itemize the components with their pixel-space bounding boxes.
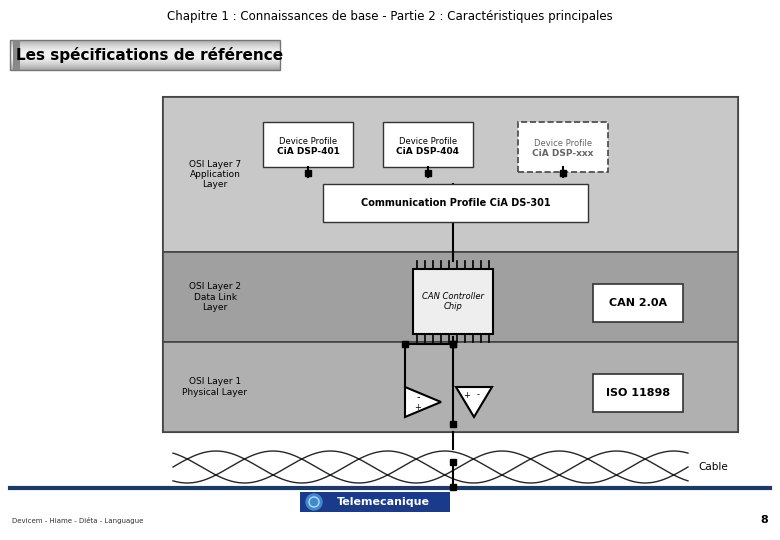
Bar [263,122,353,167]
Text: -: - [477,390,480,400]
Text: Telemecanique: Telemecanique [336,497,430,507]
Text: Chapitre 1 : Connaissances de base - Partie 2 : Caractéristiques principales: Chapitre 1 : Connaissances de base - Par… [167,10,613,23]
Circle shape [306,494,322,510]
Text: Cable: Cable [698,462,728,472]
Text: OSI Layer 2
Data Link
Layer: OSI Layer 2 Data Link Layer [189,282,241,312]
Text: Les spécifications de référence: Les spécifications de référence [16,47,284,63]
Text: 8: 8 [760,515,768,525]
Text: ISO 11898: ISO 11898 [606,388,670,398]
Bar [593,284,683,322]
Bar [383,122,473,167]
Text: Device Profile: Device Profile [534,139,592,148]
Text: CiA DSP-401: CiA DSP-401 [277,147,339,156]
Polygon shape [456,387,492,417]
Text: -: - [417,392,420,402]
Text: +: + [414,402,421,411]
Bar [593,374,683,412]
Bar [163,342,738,432]
Bar [163,252,738,342]
Bar [323,184,588,222]
Text: Communication Profile CiA DS-301: Communication Profile CiA DS-301 [360,198,551,208]
Bar [300,492,450,512]
Text: CiA DSP-xxx: CiA DSP-xxx [532,150,594,159]
Text: Device Profile: Device Profile [399,137,457,146]
Bar [163,97,738,252]
Text: OSI Layer 7
Application
Layer: OSI Layer 7 Application Layer [189,160,241,190]
Text: Devicem - Hiame - Diéta - Languague: Devicem - Hiame - Diéta - Languague [12,516,144,523]
Text: OSI Layer 1
Physical Layer: OSI Layer 1 Physical Layer [183,377,247,397]
Text: CAN 2.0A: CAN 2.0A [609,298,667,308]
Bar [10,40,280,70]
Text: Device Profile: Device Profile [279,137,337,146]
Polygon shape [405,387,441,417]
Bar [163,97,738,432]
Text: +: + [463,390,470,400]
Text: CAN Controller
Chip: CAN Controller Chip [422,292,484,311]
Text: CiA DSP-404: CiA DSP-404 [396,147,459,156]
Bar [413,269,493,334]
Bar [518,122,608,172]
